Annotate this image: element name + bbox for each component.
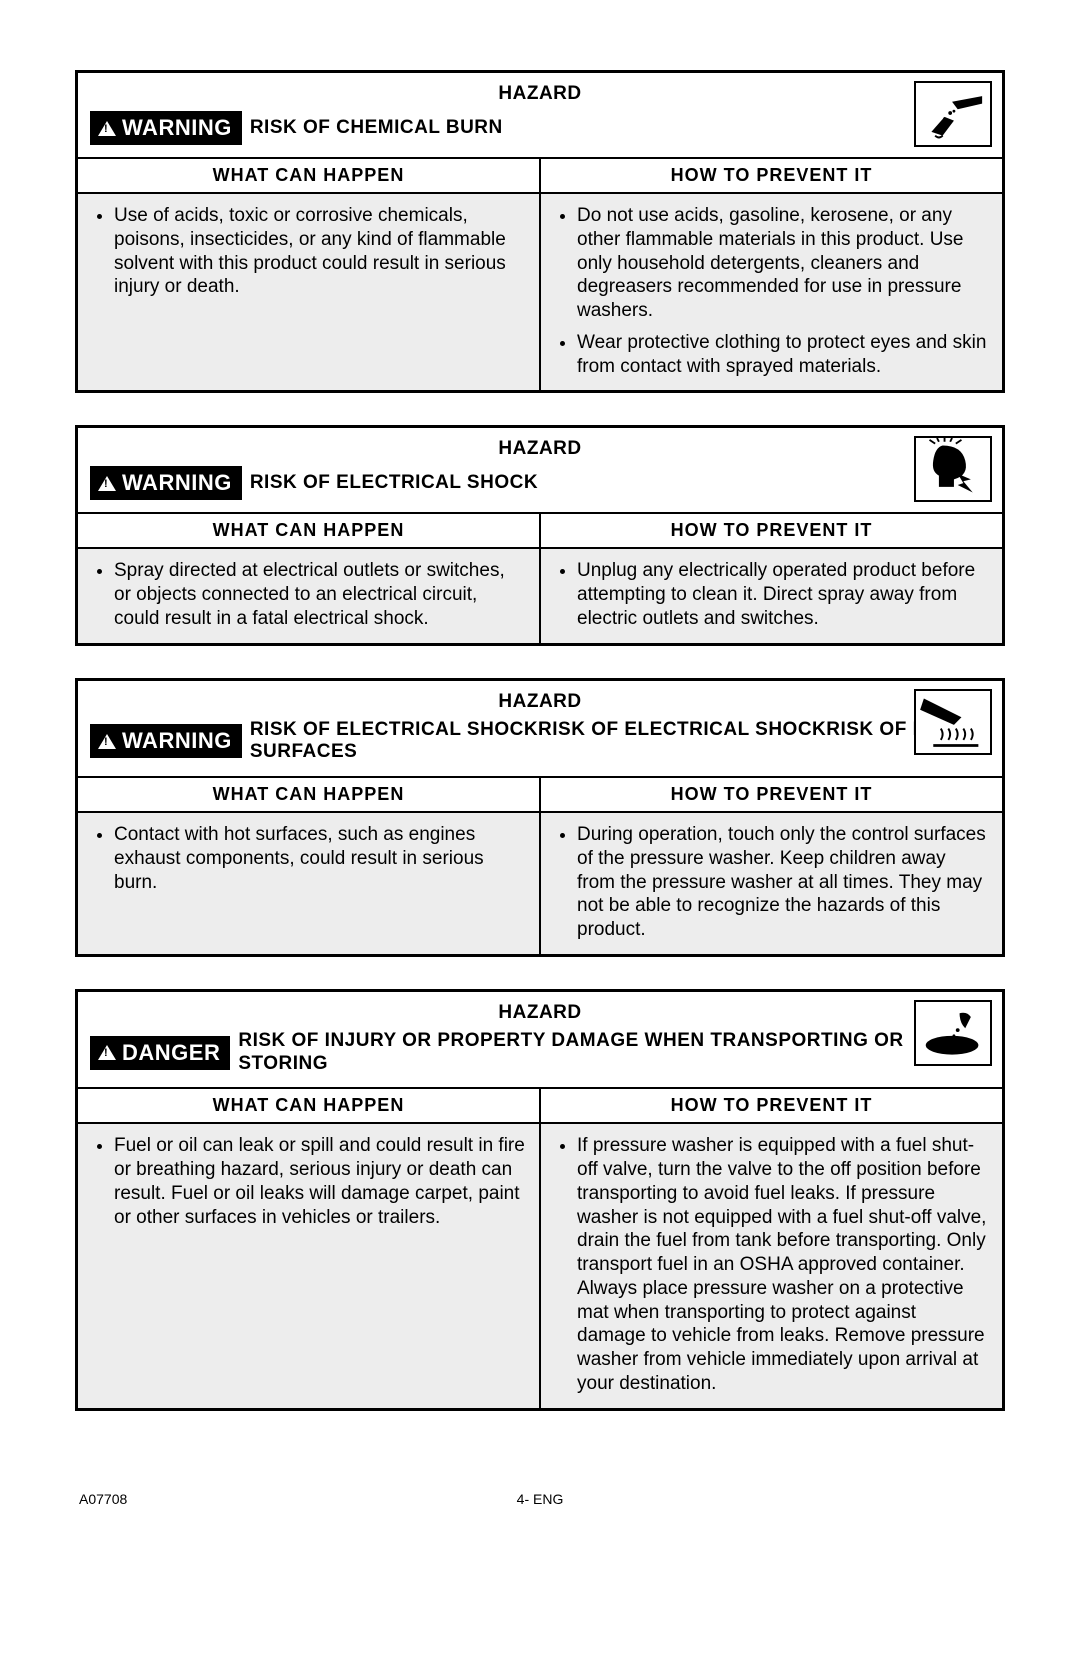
hazard-label: HAZARD [90, 691, 990, 713]
columns-header: WHAT CAN HAPPEN HOW TO PREVENT IT [78, 159, 1002, 194]
prevent-item: Do not use acids, gasoline, kerosene, or… [577, 204, 988, 323]
what-item: Spray directed at electrical outlets or … [114, 559, 525, 630]
prevent-item: Unplug any electrically operated product… [577, 559, 988, 630]
risk-title: RISK OF ELECTRICAL SHOCK [250, 472, 538, 495]
col-header-prevent: HOW TO PREVENT IT [541, 159, 1002, 192]
hazard-icon [914, 436, 992, 502]
risk-title: RISK OF INJURY OR PROPERTY DAMAGE WHEN T… [238, 1030, 990, 1076]
col-header-prevent: HOW TO PREVENT IT [541, 778, 1002, 811]
footer-page-lang: 4- ENG [517, 1491, 564, 1507]
hazard-icon [914, 81, 992, 147]
columns-header: WHAT CAN HAPPEN HOW TO PREVENT IT [78, 1089, 1002, 1124]
what-item: Fuel or oil can leak or spill and could … [114, 1134, 525, 1229]
page-footer: A07708 4- ENG [75, 1491, 1005, 1507]
what-column: Contact with hot surfaces, such as engin… [78, 813, 541, 954]
risk-title: RISK OF CHEMICAL BURN [250, 117, 503, 140]
prevent-column: During operation, touch only the control… [541, 813, 1002, 954]
prevent-column: If pressure washer is equipped with a fu… [541, 1124, 1002, 1407]
columns-header: WHAT CAN HAPPEN HOW TO PREVENT IT [78, 514, 1002, 549]
footer-doc-code: A07708 [79, 1491, 127, 1507]
signal-word-badge: WARNING [90, 724, 242, 758]
signal-word-badge: WARNING [90, 111, 242, 145]
col-header-what: WHAT CAN HAPPEN [78, 1089, 541, 1122]
prevent-column: Unplug any electrically operated product… [541, 549, 1002, 642]
col-header-what: WHAT CAN HAPPEN [78, 159, 541, 192]
hazard-header: HAZARD WARNING RISK OF ELECTRICAL SHOCKR… [78, 681, 1002, 779]
hazard-box: HAZARD WARNING RISK OF ELECTRICAL SHOCKR… [75, 678, 1005, 957]
hazard-box: HAZARD WARNING RISK OF CHEMICAL BURN WHA… [75, 70, 1005, 393]
hazard-label: HAZARD [90, 83, 990, 105]
col-header-prevent: HOW TO PREVENT IT [541, 514, 1002, 547]
hazard-box: HAZARD WARNING RISK OF ELECTRICAL SHOCK … [75, 425, 1005, 645]
columns-body: Contact with hot surfaces, such as engin… [78, 813, 1002, 954]
col-header-what: WHAT CAN HAPPEN [78, 514, 541, 547]
hazard-label: HAZARD [90, 1002, 990, 1024]
what-column: Spray directed at electrical outlets or … [78, 549, 541, 642]
what-column: Use of acids, toxic or corrosive chemica… [78, 194, 541, 390]
hazard-header: HAZARD WARNING RISK OF CHEMICAL BURN [78, 73, 1002, 159]
prevent-item: During operation, touch only the control… [577, 823, 988, 942]
hazard-header: HAZARD WARNING RISK OF ELECTRICAL SHOCK [78, 428, 1002, 514]
col-header-what: WHAT CAN HAPPEN [78, 778, 541, 811]
prevent-column: Do not use acids, gasoline, kerosene, or… [541, 194, 1002, 390]
risk-title: RISK OF ELECTRICAL SHOCKRISK OF ELECTRIC… [250, 719, 990, 765]
hazard-box: HAZARD DANGER RISK OF INJURY OR PROPERTY… [75, 989, 1005, 1411]
what-column: Fuel or oil can leak or spill and could … [78, 1124, 541, 1407]
columns-body: Use of acids, toxic or corrosive chemica… [78, 194, 1002, 390]
prevent-item: Wear protective clothing to protect eyes… [577, 331, 988, 379]
what-item: Contact with hot surfaces, such as engin… [114, 823, 525, 894]
what-item: Use of acids, toxic or corrosive chemica… [114, 204, 525, 299]
hazard-header: HAZARD DANGER RISK OF INJURY OR PROPERTY… [78, 992, 1002, 1090]
hazard-label: HAZARD [90, 438, 990, 460]
signal-word-badge: DANGER [90, 1036, 230, 1070]
col-header-prevent: HOW TO PREVENT IT [541, 1089, 1002, 1122]
hazard-icon [914, 689, 992, 755]
hazard-icon [914, 1000, 992, 1066]
columns-header: WHAT CAN HAPPEN HOW TO PREVENT IT [78, 778, 1002, 813]
prevent-item: If pressure washer is equipped with a fu… [577, 1134, 988, 1395]
signal-word-badge: WARNING [90, 466, 242, 500]
columns-body: Spray directed at electrical outlets or … [78, 549, 1002, 642]
columns-body: Fuel or oil can leak or spill and could … [78, 1124, 1002, 1407]
